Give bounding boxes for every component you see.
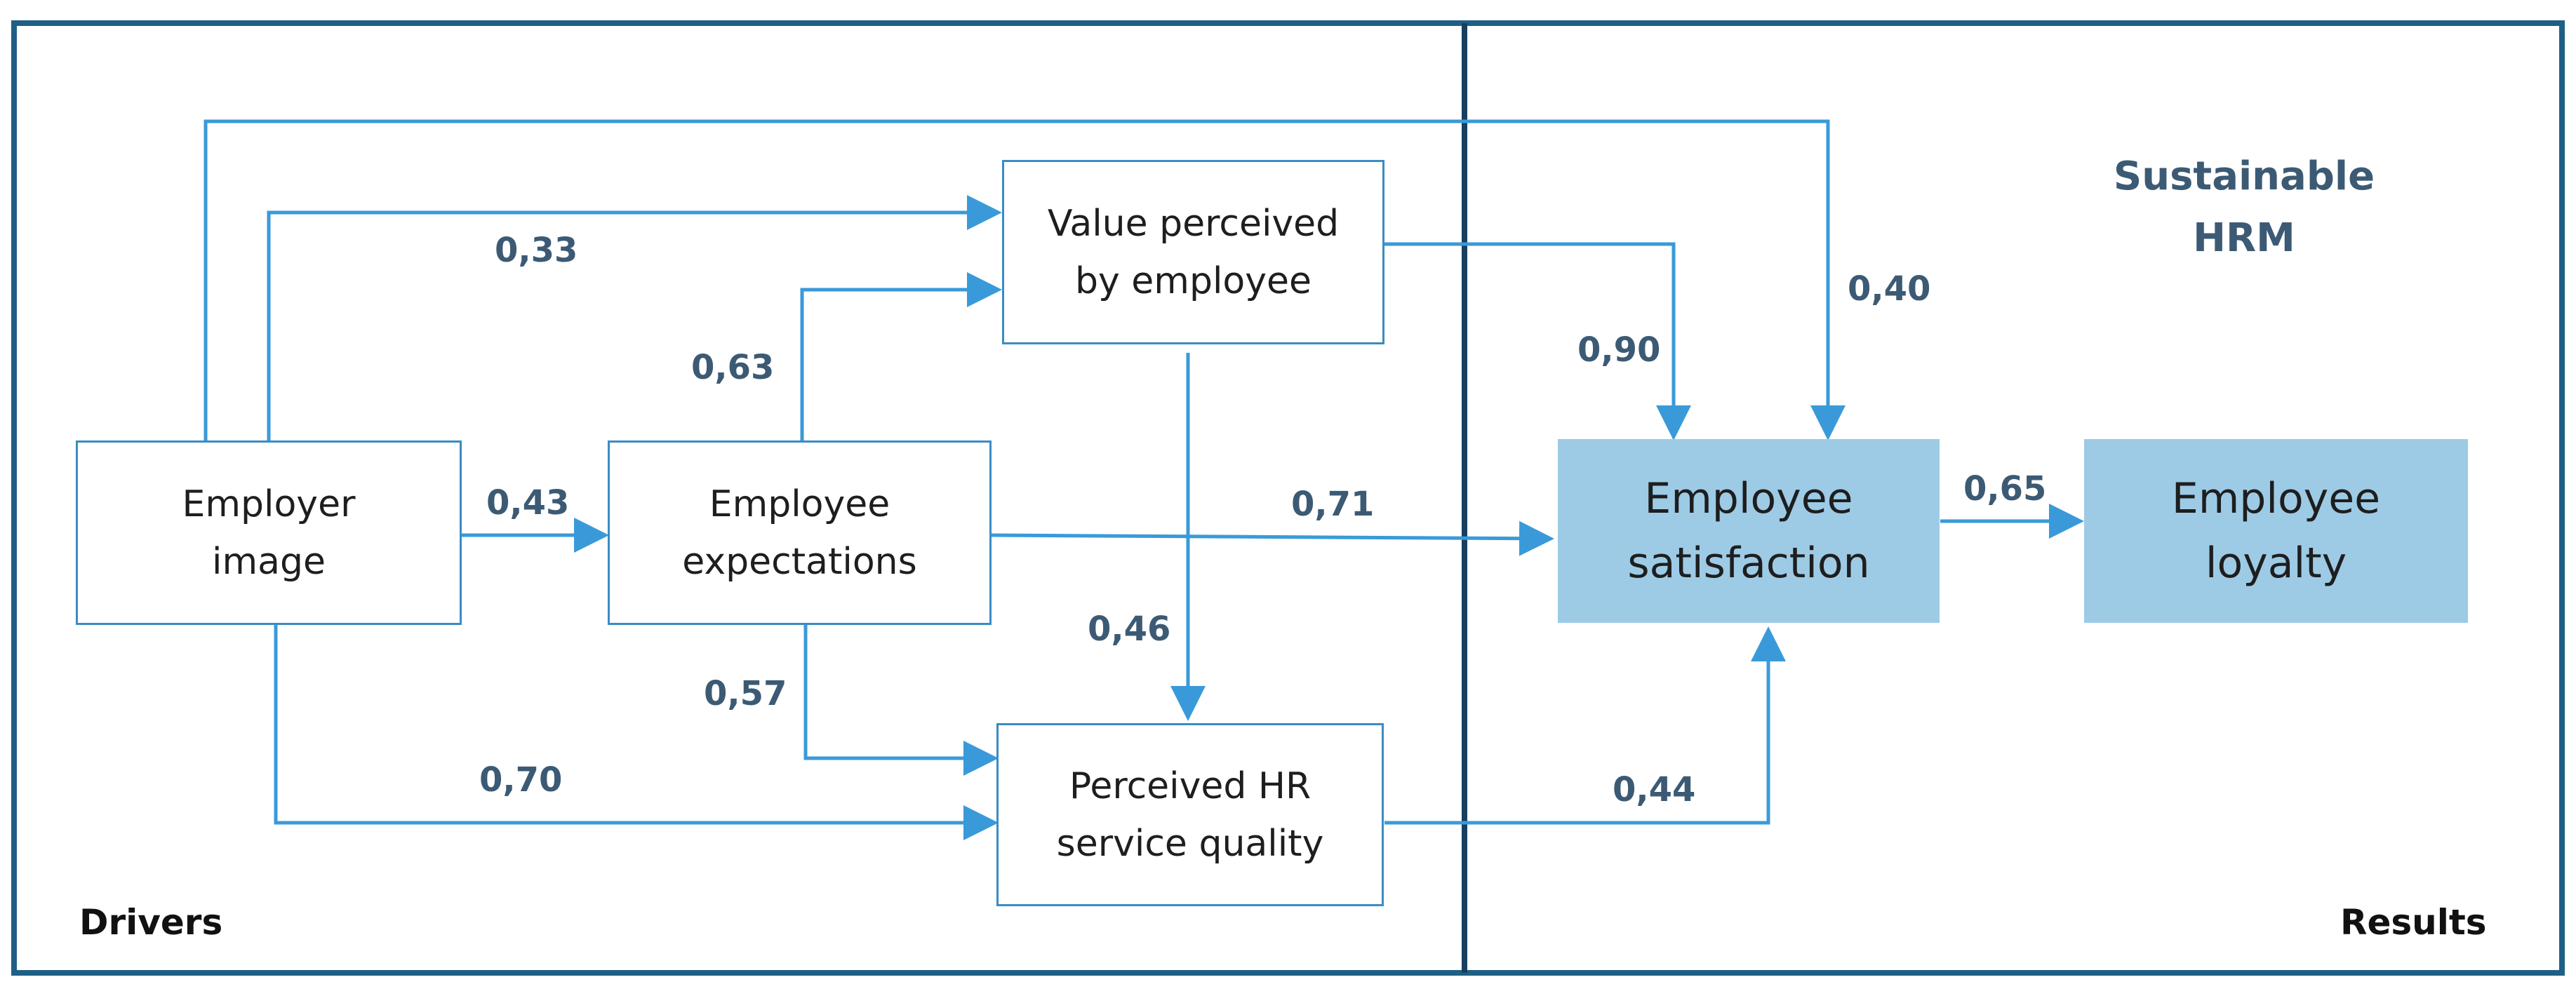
- drivers-label: Drivers: [79, 902, 223, 943]
- arrow-image-to-satisfaction: [203, 119, 1846, 440]
- results-label: Results: [2340, 902, 2487, 943]
- coef-expectations-to-satisfaction: 0,71: [1291, 485, 1375, 524]
- outer-frame: [11, 20, 2565, 976]
- coef-expectations-to-quality: 0,57: [704, 674, 787, 713]
- arrow-quality-to-satisfaction: [1384, 626, 1786, 825]
- arrow-image-to-value: [267, 195, 1002, 440]
- node-value-perceived: Value perceived by employee: [1002, 160, 1384, 344]
- node-perceived-hr-service-quality: Perceived HR service quality: [996, 723, 1384, 906]
- coef-value-to-satisfaction: 0,90: [1577, 330, 1661, 370]
- coef-expectations-to-value: 0,63: [691, 348, 775, 387]
- arrow-expectations-to-satisfaction: [991, 520, 1554, 556]
- coef-quality-to-satisfaction: 0,44: [1613, 770, 1696, 809]
- coef-image-to-expectations: 0,43: [486, 483, 570, 523]
- arrow-expectations-to-value: [800, 272, 1002, 440]
- node-employer-image: Employer image: [76, 440, 462, 625]
- node-employee-loyalty: Employee loyalty: [2084, 439, 2468, 623]
- coef-image-to-quality: 0,70: [479, 760, 563, 800]
- coef-image-to-satisfaction: 0,40: [1848, 269, 1931, 309]
- coef-value-to-quality: 0,46: [1088, 610, 1171, 649]
- node-employee-expectations: Employee expectations: [608, 440, 992, 625]
- arrow-value-to-satisfaction: [1384, 242, 1691, 440]
- connector-group: [203, 119, 2084, 840]
- node-employee-satisfaction: Employee satisfaction: [1558, 439, 1940, 623]
- sustainable-hrm-label: Sustainable HRM: [2113, 154, 2375, 261]
- coef-image-to-value: 0,33: [495, 231, 578, 270]
- arrow-expectations-to-quality: [803, 625, 999, 776]
- arrow-image-to-quality: [274, 625, 999, 840]
- coef-satisfaction-to-loyalty: 0,65: [1963, 469, 2047, 509]
